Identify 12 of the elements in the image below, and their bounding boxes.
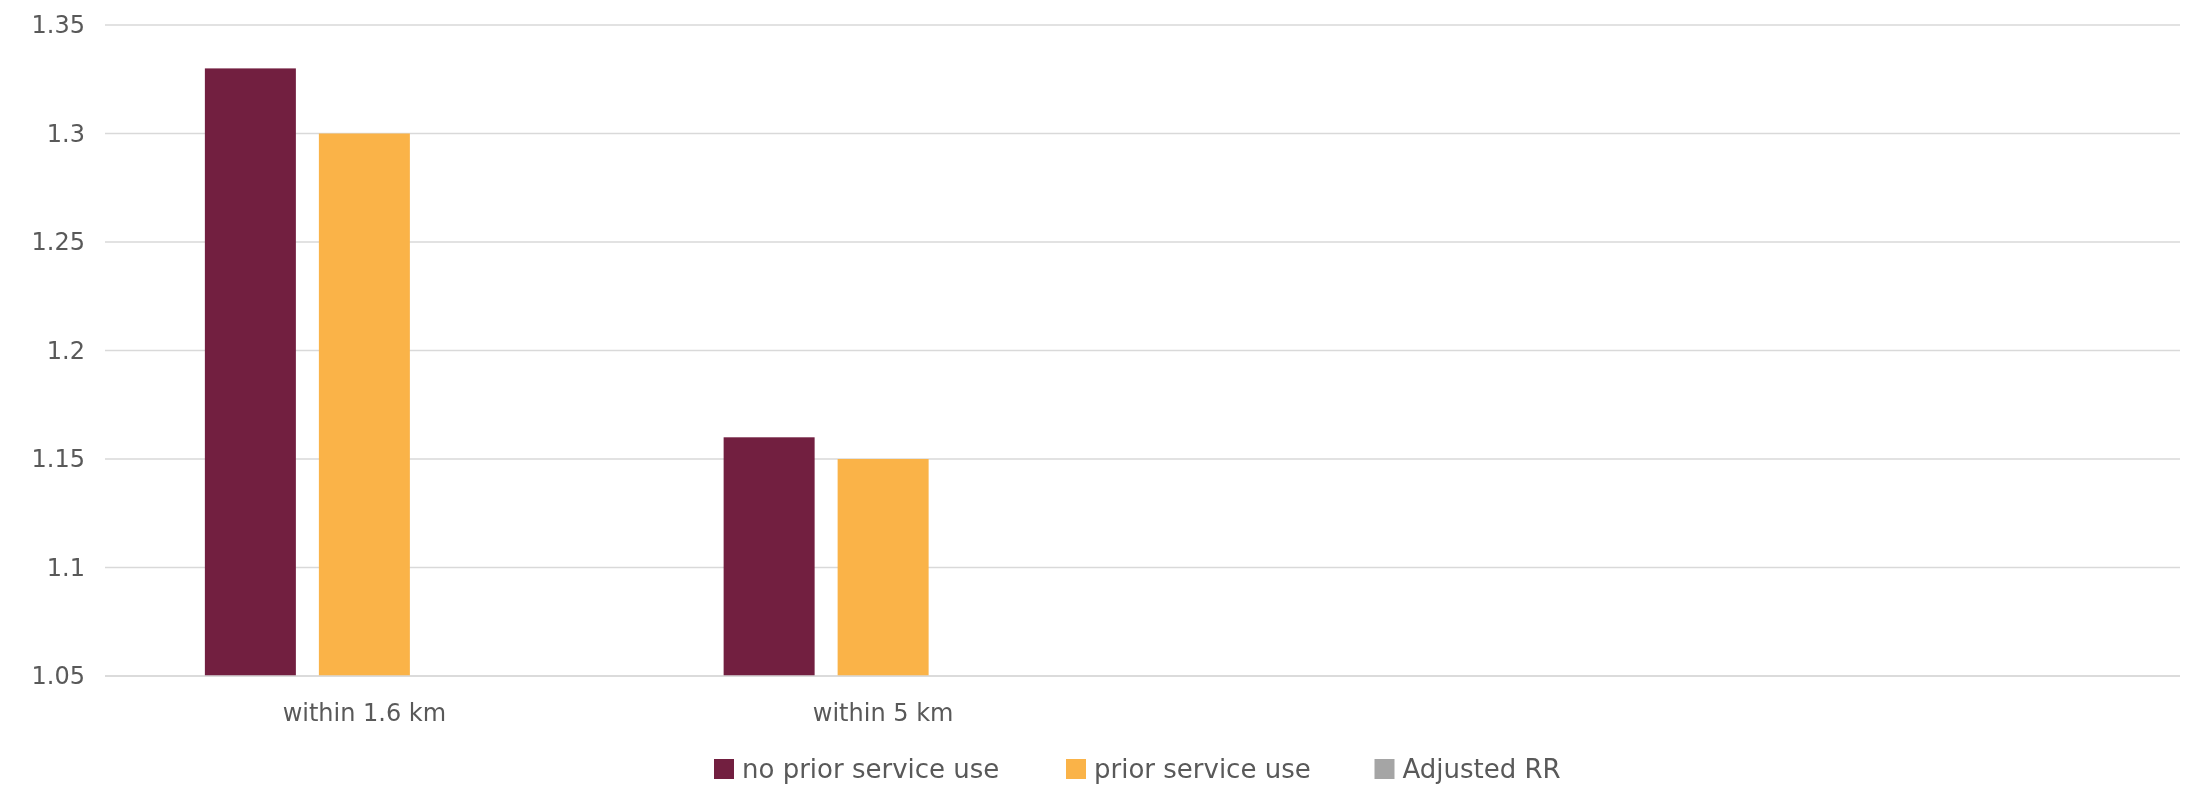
- x-tick-label: within 5 km: [812, 699, 954, 727]
- y-tick-label: 1.3: [46, 119, 85, 148]
- y-tick-label: 1.35: [31, 11, 85, 40]
- legend-label: prior service use: [1094, 754, 1311, 785]
- legend-label: no prior service use: [742, 754, 1000, 785]
- y-tick-label: 1.05: [31, 662, 85, 691]
- y-tick-label: 1.2: [46, 336, 85, 365]
- x-tick-label: within 1.6 km: [282, 699, 447, 727]
- legend-label: Adjusted RR: [1402, 754, 1561, 785]
- y-tick-label: 1.15: [31, 445, 85, 474]
- y-tick-label: 1.1: [46, 553, 85, 582]
- y-tick-label: 1.25: [31, 228, 85, 257]
